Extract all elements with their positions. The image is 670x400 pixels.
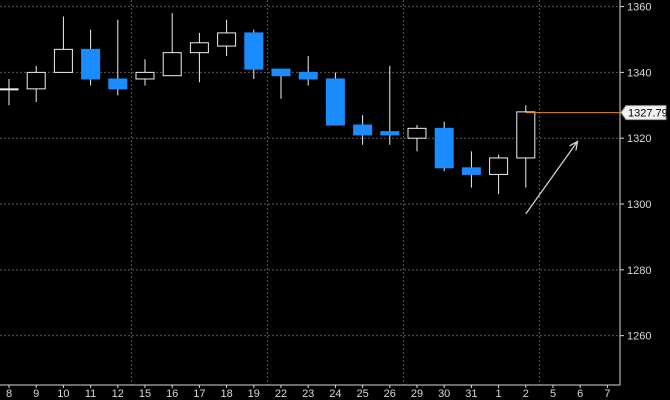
candle [162, 13, 182, 77]
y-tick-label: 1260 [627, 331, 651, 343]
last-price-label: 1327.79 [620, 105, 668, 121]
x-tick-label: 26 [384, 388, 396, 400]
candle-body-up [26, 71, 46, 90]
x-tick-label: 15 [139, 388, 151, 400]
candle-body-down [271, 68, 291, 77]
x-tick-label: 16 [166, 388, 178, 400]
candle-body-up [189, 42, 209, 54]
candle [380, 65, 400, 145]
candle-body-down [380, 131, 400, 136]
candle [26, 65, 46, 103]
candle [325, 72, 345, 126]
trend-arrow-shaft [525, 141, 579, 215]
x-tick-label: 5 [550, 388, 556, 400]
x-tick-label: 7 [604, 388, 610, 400]
y-tick-label: 1280 [627, 265, 651, 277]
y-tick-label: 1300 [627, 199, 651, 211]
candle-body-down [325, 78, 345, 126]
overlay-layer: 1327.79 [525, 105, 668, 215]
y-tick-label: 1320 [627, 133, 651, 145]
x-tick-label: 10 [57, 388, 69, 400]
candle [461, 151, 481, 188]
x-tick-label: 11 [85, 388, 96, 400]
x-tick-label: 12 [112, 388, 124, 400]
trend-arrow [525, 140, 579, 215]
candle [135, 59, 155, 86]
candle [108, 19, 128, 96]
candle [0, 78, 19, 106]
candle-body-down [81, 48, 101, 80]
candle [298, 55, 318, 86]
candle [271, 68, 291, 99]
x-tick-label: 6 [577, 388, 583, 400]
candle [434, 121, 454, 172]
candle-layer [0, 13, 536, 195]
x-tick-label: 24 [329, 388, 341, 400]
candle [244, 29, 264, 79]
x-tick-label: 31 [465, 388, 477, 400]
candle [407, 125, 427, 152]
candle-body-down [298, 71, 318, 80]
x-tick-label: 23 [302, 388, 314, 400]
candle [217, 19, 237, 56]
x-tick-label: 29 [411, 388, 423, 400]
x-tick-label: 25 [356, 388, 368, 400]
candle [489, 154, 509, 195]
y-tick-label: 1360 [627, 2, 651, 14]
candle [516, 105, 536, 188]
candle-body-up [407, 127, 427, 139]
x-tick-label: 19 [248, 388, 260, 400]
x-tick-label: 30 [438, 388, 450, 400]
candle-body-up [516, 111, 536, 159]
candle-body-down [244, 32, 264, 70]
candle-body-down [461, 167, 481, 175]
y-tick-label: 1340 [627, 67, 651, 79]
trend-arrow-head [569, 140, 579, 151]
x-tick-label: 1 [496, 388, 502, 400]
x-tick-label: 17 [193, 388, 205, 400]
x-tick-label: 8 [6, 388, 12, 400]
candle-body-up [489, 157, 509, 175]
candle [353, 115, 373, 145]
candle-body-up [0, 88, 19, 91]
candle-body-down [108, 78, 128, 90]
candle [189, 32, 209, 83]
candle [53, 16, 73, 73]
x-tick-label: 2 [523, 388, 529, 400]
x-tick-label: 9 [33, 388, 39, 400]
candle-body-up [162, 52, 182, 77]
x-tick-label: 18 [220, 388, 232, 400]
candle-body-up [53, 48, 73, 73]
candle-body-down [353, 124, 373, 136]
last-price-label-box [620, 105, 667, 121]
last-price-label-text: 1327.79 [628, 108, 668, 120]
candle-body-down [434, 127, 454, 169]
x-tick-label: 22 [275, 388, 287, 400]
candle-body-up [217, 32, 237, 47]
candle [81, 29, 101, 86]
candle-body-up [135, 71, 155, 80]
